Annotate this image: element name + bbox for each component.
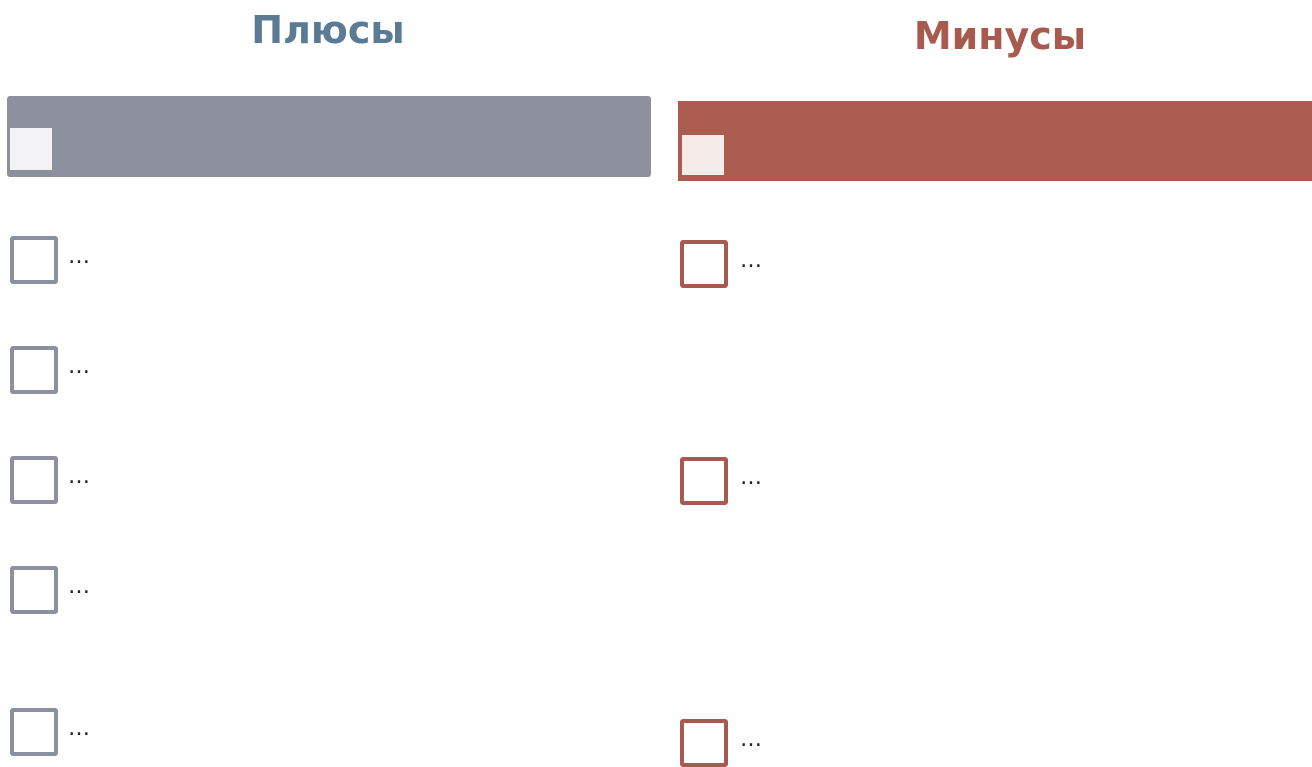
header-bar xyxy=(7,96,651,177)
header-checkbox[interactable] xyxy=(682,135,724,175)
item-text: … xyxy=(740,727,762,752)
checkbox[interactable] xyxy=(10,566,58,614)
header-checkbox[interactable] xyxy=(10,128,52,170)
item-text: … xyxy=(740,248,762,273)
item-text: … xyxy=(68,464,90,489)
item-text: … xyxy=(740,465,762,490)
column-title: Плюсы xyxy=(251,8,405,52)
checkbox[interactable] xyxy=(10,456,58,504)
column-title: Минусы xyxy=(913,14,1087,58)
checkbox[interactable] xyxy=(10,708,58,756)
checkbox[interactable] xyxy=(680,719,728,767)
item-text: … xyxy=(68,574,90,599)
checkbox[interactable] xyxy=(680,240,728,288)
item-text: … xyxy=(68,354,90,379)
checkbox[interactable] xyxy=(10,236,58,284)
item-text: … xyxy=(68,716,90,741)
header-bar xyxy=(678,101,1312,181)
checkbox[interactable] xyxy=(10,346,58,394)
checkbox[interactable] xyxy=(680,457,728,505)
item-text: … xyxy=(68,244,90,269)
